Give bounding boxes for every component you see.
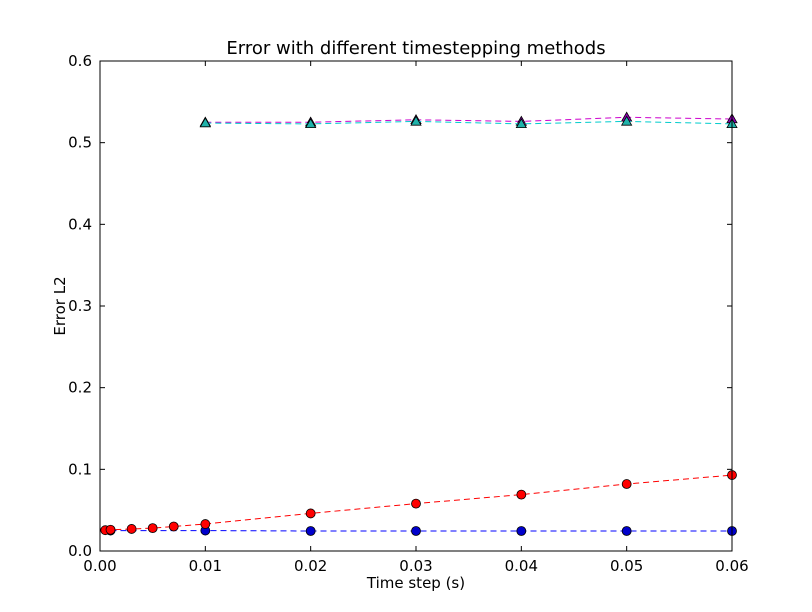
data-point-circle bbox=[621, 526, 632, 536]
x-axis-label: Time step (s) bbox=[366, 574, 465, 592]
series-layer bbox=[100, 111, 738, 536]
series-line bbox=[205, 120, 733, 125]
y-axis-label: Error L2 bbox=[51, 276, 69, 335]
y-tick-label: 0.2 bbox=[68, 379, 92, 397]
data-point-circle bbox=[621, 479, 632, 489]
chart-title: Error with different timestepping method… bbox=[226, 38, 605, 59]
plot-frame bbox=[99, 60, 733, 552]
x-tick-label: 0.05 bbox=[610, 557, 643, 575]
data-point-circle bbox=[305, 526, 316, 536]
x-axis-ticks: 0.00 0.01 0.02 0.03 0.04 0.05 0.06 bbox=[83, 61, 749, 575]
data-point-circle bbox=[516, 489, 527, 500]
data-point-circle bbox=[147, 523, 158, 534]
line-chart: Error with different timestepping method… bbox=[51, 38, 749, 592]
data-point-circle bbox=[516, 526, 527, 536]
x-tick-label: 0.01 bbox=[189, 557, 222, 575]
data-point-triangle bbox=[620, 115, 633, 126]
data-point-triangle bbox=[515, 118, 528, 129]
data-point-circle bbox=[200, 519, 211, 529]
data-point-triangle bbox=[410, 115, 422, 126]
data-point-circle bbox=[411, 526, 421, 536]
x-tick-label: 0.06 bbox=[715, 557, 748, 575]
data-point-triangle bbox=[304, 118, 317, 129]
chart: Error with different timestepping method… bbox=[51, 38, 749, 592]
y-tick-label: 0.0 bbox=[68, 542, 92, 560]
series-2 bbox=[100, 470, 737, 536]
data-point-circle bbox=[105, 524, 116, 535]
data-point-triangle bbox=[199, 117, 212, 128]
x-tick-label: 0.00 bbox=[83, 557, 116, 575]
series-line bbox=[205, 116, 733, 123]
series-1 bbox=[105, 525, 737, 536]
data-point-circle bbox=[126, 524, 137, 534]
y-axis-ticks: 0.0 0.1 0.2 0.3 0.4 0.5 0.6 bbox=[68, 52, 732, 560]
data-point-circle bbox=[411, 498, 421, 509]
x-tick-label: 0.03 bbox=[399, 557, 432, 575]
data-point-circle bbox=[168, 521, 179, 532]
x-tick-label: 0.04 bbox=[505, 557, 538, 575]
y-tick-label: 0.3 bbox=[68, 297, 92, 315]
data-point-circle bbox=[305, 508, 316, 519]
y-tick-label: 0.5 bbox=[68, 134, 92, 152]
y-tick-label: 0.1 bbox=[68, 460, 92, 478]
y-tick-label: 0.4 bbox=[68, 215, 92, 233]
y-tick-label: 0.6 bbox=[68, 52, 92, 70]
x-tick-label: 0.02 bbox=[294, 557, 327, 575]
